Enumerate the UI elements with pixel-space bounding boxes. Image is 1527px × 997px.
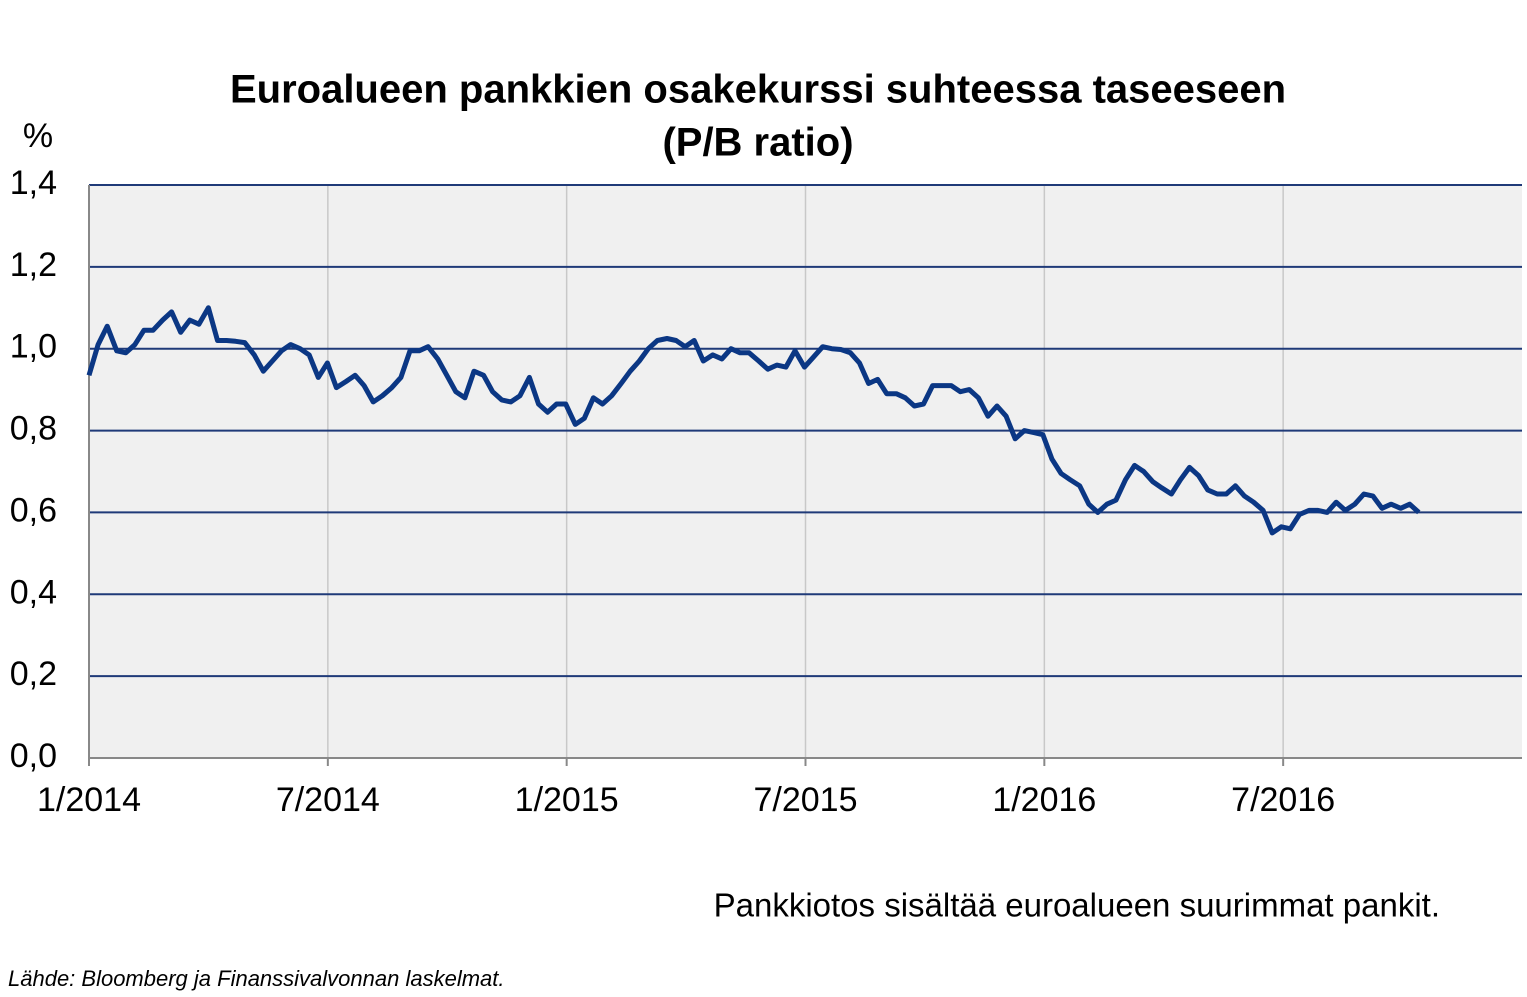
- data-line: [86, 305, 1421, 536]
- y-tick-label: 1,0: [10, 328, 57, 366]
- y-tick-label: 1,2: [10, 246, 57, 284]
- y-axis-label: %: [23, 117, 53, 155]
- y-tick-label: 0,0: [10, 737, 57, 775]
- x-tick-label: 7/2016: [1231, 781, 1335, 819]
- source: Lähde: Bloomberg ja Finanssivalvonnan la…: [8, 966, 505, 991]
- note: Pankkiotos sisältää euroalueen suurimmat…: [714, 887, 1440, 924]
- chart-subtitle: (P/B ratio): [662, 121, 853, 165]
- x-tick-label: 7/2014: [276, 781, 380, 819]
- y-tick-label: 0,2: [10, 655, 57, 693]
- y-tick-label: 0,6: [10, 491, 57, 529]
- y-tick-label: 0,8: [10, 410, 57, 448]
- x-tick-label: 1/2016: [992, 781, 1096, 819]
- x-tick-label: 7/2015: [754, 781, 858, 819]
- chart-title: Euroalueen pankkien osakekurssi suhteess…: [230, 68, 1286, 112]
- x-tick-label: 1/2015: [515, 781, 619, 819]
- x-tick-label: 1/2014: [37, 781, 141, 819]
- y-tick-label: 1,4: [10, 164, 57, 202]
- y-tick-label: 0,4: [10, 573, 57, 611]
